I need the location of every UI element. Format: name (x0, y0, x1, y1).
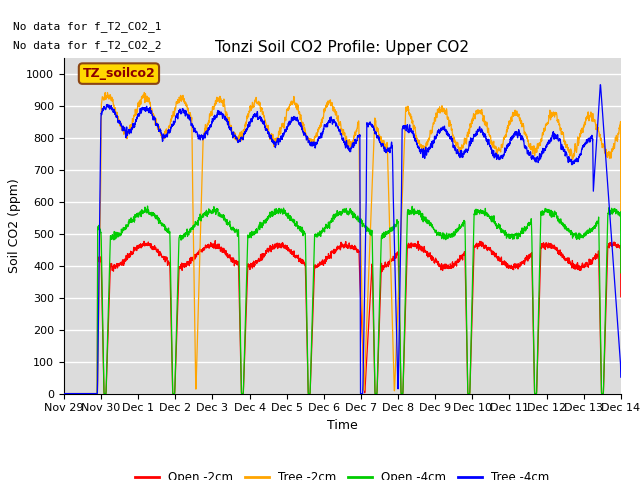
Text: No data for f_T2_CO2_1: No data for f_T2_CO2_1 (13, 21, 161, 32)
Y-axis label: Soil CO2 (ppm): Soil CO2 (ppm) (8, 178, 20, 273)
Text: No data for f_T2_CO2_2: No data for f_T2_CO2_2 (13, 40, 161, 51)
X-axis label: Time: Time (327, 419, 358, 432)
Title: Tonzi Soil CO2 Profile: Upper CO2: Tonzi Soil CO2 Profile: Upper CO2 (216, 40, 469, 55)
Text: TZ_soilco2: TZ_soilco2 (83, 67, 156, 80)
Legend: Open -2cm, Tree -2cm, Open -4cm, Tree -4cm: Open -2cm, Tree -2cm, Open -4cm, Tree -4… (131, 467, 554, 480)
